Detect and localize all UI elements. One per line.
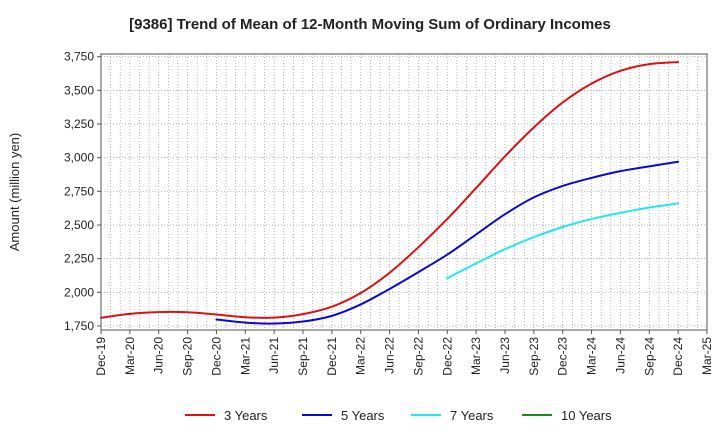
legend-label-7-years: 7 Years <box>450 408 494 423</box>
x-tick-label: Jun-24 <box>613 337 627 374</box>
x-tick-label: Mar-25 <box>700 337 714 375</box>
y-tick-label: 3,000 <box>64 151 94 165</box>
x-tick-label: Dec-22 <box>440 337 454 376</box>
y-tick-label: 3,250 <box>64 117 94 131</box>
x-tick-label: Dec-24 <box>671 337 685 376</box>
plot-area <box>101 54 707 330</box>
x-tick-label: Sep-22 <box>411 337 425 376</box>
x-tick-label: Sep-21 <box>296 337 310 376</box>
series-line-5-years <box>215 160 680 325</box>
x-tick-label: Sep-23 <box>527 337 541 376</box>
y-tick-label: 2,750 <box>64 184 94 198</box>
y-tick-label: 3,500 <box>64 83 94 97</box>
y-tick-label: 3,750 <box>64 50 94 64</box>
x-tick-label: Dec-19 <box>94 337 108 376</box>
legend: 3 Years 5 Years 7 Years 10 Years <box>185 408 612 423</box>
y-tick-label: 2,500 <box>64 218 94 232</box>
legend-label-3-years: 3 Years <box>224 408 268 423</box>
series-line-7-years <box>446 202 680 280</box>
x-tick-label: Mar-24 <box>585 337 599 375</box>
legend-label-10-years: 10 Years <box>561 408 612 423</box>
y-axis-label: Amount (million yen) <box>7 133 22 252</box>
y-axis: 1,750 2,000 2,250 2,500 2,750 3,000 3,250 3,500… <box>64 50 101 333</box>
x-tick-label: Jun-23 <box>498 337 512 374</box>
x-tick-label: Jun-20 <box>152 337 166 374</box>
x-tick-label: Dec-21 <box>325 337 339 376</box>
legend-label-5-years: 5 Years <box>341 408 385 423</box>
x-tick-label: Sep-20 <box>181 337 195 376</box>
x-tick-label: Dec-23 <box>556 337 570 376</box>
chart-title: [9386] Trend of Mean of 12-Month Moving … <box>129 16 611 33</box>
plot-frame <box>100 53 708 331</box>
x-tick-label: Mar-23 <box>469 337 483 375</box>
x-axis: Dec-19 Mar-20 Jun-20 Sep-20 Dec-20 Mar-21 Jun-… <box>94 330 714 376</box>
x-tick-label: Jun-22 <box>383 337 397 374</box>
y-tick-label: 1,750 <box>64 319 94 333</box>
x-tick-label: Dec-20 <box>209 337 223 376</box>
gridlines <box>101 54 707 330</box>
series-line-3-years <box>100 61 680 319</box>
y-tick-label: 2,250 <box>64 252 94 266</box>
x-tick-label: Sep-24 <box>642 337 656 376</box>
y-tick-label: 2,000 <box>64 285 94 299</box>
series-layer <box>100 61 680 325</box>
x-tick-label: Mar-20 <box>123 337 137 375</box>
x-tick-label: Mar-22 <box>354 337 368 375</box>
x-tick-label: Jun-21 <box>267 337 281 374</box>
x-tick-label: Mar-21 <box>238 337 252 375</box>
